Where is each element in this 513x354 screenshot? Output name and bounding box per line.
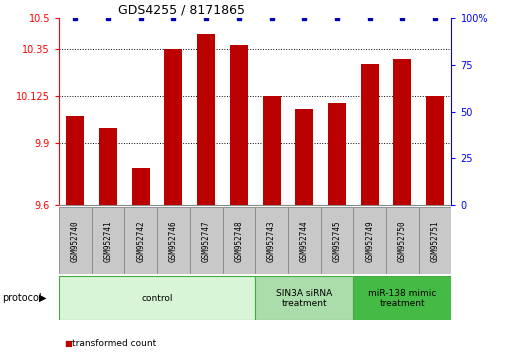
Text: GSM952750: GSM952750 bbox=[398, 220, 407, 262]
Text: GSM952749: GSM952749 bbox=[365, 220, 374, 262]
Bar bbox=[230, 45, 248, 205]
Bar bbox=[99, 128, 117, 205]
Bar bbox=[59, 207, 92, 274]
Text: transformed count: transformed count bbox=[72, 339, 156, 348]
Bar bbox=[263, 96, 281, 205]
Text: GSM952744: GSM952744 bbox=[300, 220, 309, 262]
Text: GSM952748: GSM952748 bbox=[234, 220, 243, 262]
Text: GSM952747: GSM952747 bbox=[202, 220, 211, 262]
Bar bbox=[295, 109, 313, 205]
Text: GSM952743: GSM952743 bbox=[267, 220, 276, 262]
Bar bbox=[353, 207, 386, 274]
Bar bbox=[328, 103, 346, 205]
Text: miR-138 mimic
treatment: miR-138 mimic treatment bbox=[368, 289, 437, 308]
Text: GSM952742: GSM952742 bbox=[136, 220, 145, 262]
Bar bbox=[386, 207, 419, 274]
Bar bbox=[66, 116, 84, 205]
Text: control: control bbox=[142, 294, 173, 303]
Bar bbox=[393, 59, 411, 205]
Text: GSM952745: GSM952745 bbox=[332, 220, 342, 262]
Bar bbox=[92, 207, 125, 274]
Text: GSM952746: GSM952746 bbox=[169, 220, 178, 262]
Text: GSM952751: GSM952751 bbox=[430, 220, 440, 262]
Bar bbox=[361, 64, 379, 205]
Bar bbox=[124, 207, 157, 274]
Bar bbox=[426, 96, 444, 205]
Bar bbox=[165, 49, 183, 205]
Text: ▶: ▶ bbox=[38, 293, 46, 303]
Bar bbox=[223, 207, 255, 274]
Bar bbox=[353, 276, 451, 320]
Text: GDS4255 / 8171865: GDS4255 / 8171865 bbox=[118, 4, 245, 17]
Bar bbox=[255, 276, 353, 320]
Bar bbox=[255, 207, 288, 274]
Bar bbox=[190, 207, 223, 274]
Text: GSM952741: GSM952741 bbox=[104, 220, 112, 262]
Text: GSM952740: GSM952740 bbox=[71, 220, 80, 262]
Bar bbox=[419, 207, 451, 274]
Bar bbox=[157, 207, 190, 274]
Text: ■: ■ bbox=[64, 339, 72, 348]
Bar bbox=[288, 207, 321, 274]
Bar bbox=[59, 276, 255, 320]
Text: protocol: protocol bbox=[3, 293, 42, 303]
Bar bbox=[132, 168, 150, 205]
Bar bbox=[321, 207, 353, 274]
Text: SIN3A siRNA
treatment: SIN3A siRNA treatment bbox=[276, 289, 332, 308]
Bar bbox=[197, 34, 215, 205]
